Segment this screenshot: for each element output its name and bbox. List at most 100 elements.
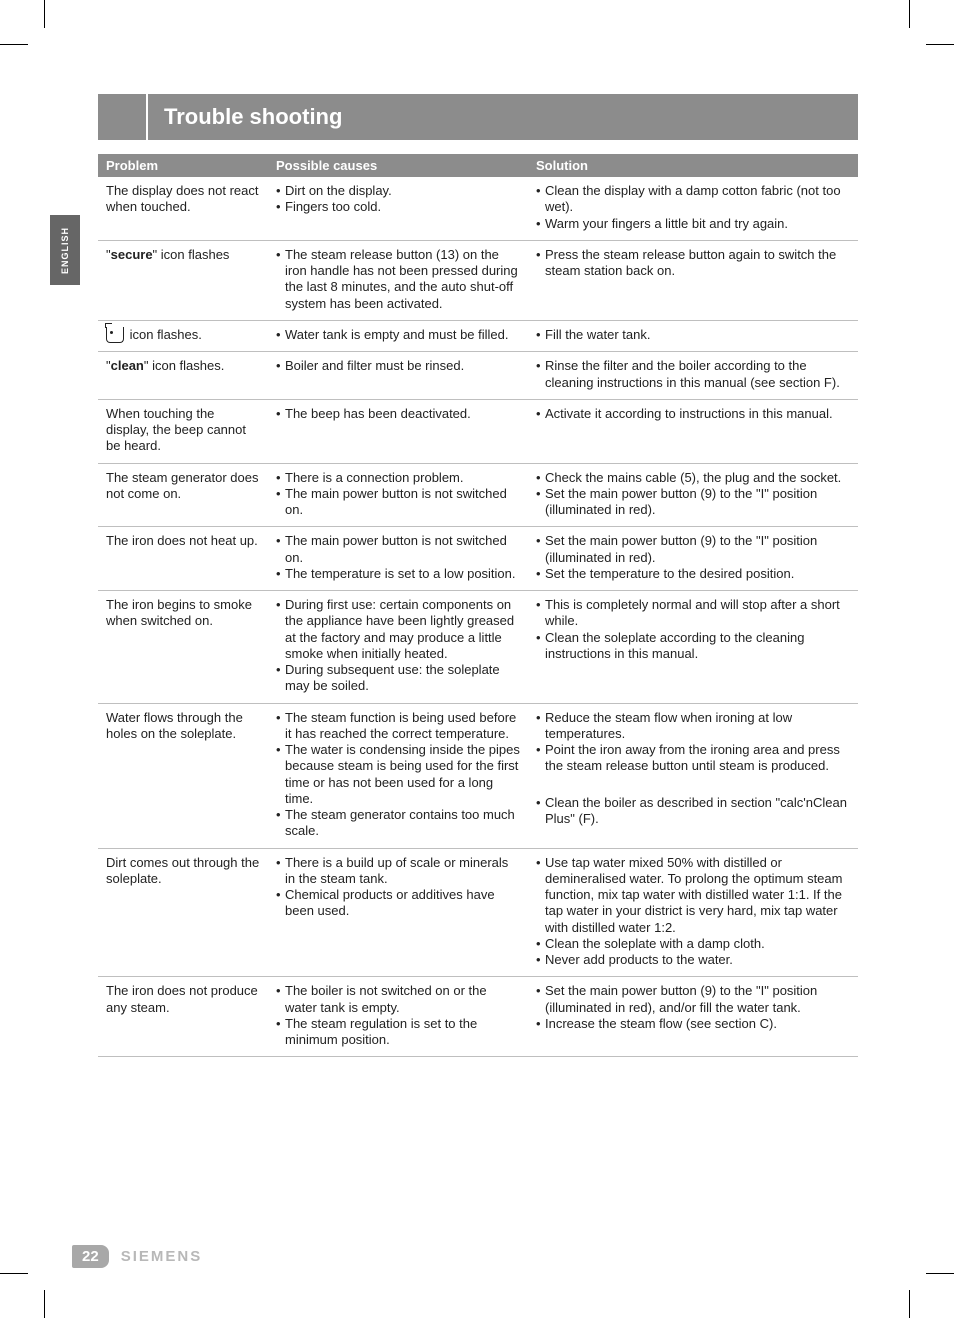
cell-problem: The steam generator does not come on. <box>98 463 268 527</box>
solution-item: Rinse the filter and the boiler accordin… <box>536 358 850 391</box>
solution-item: Fill the water tank. <box>536 327 850 343</box>
cause-item: During first use: certain components on … <box>276 597 520 662</box>
cell-solution: Press the steam release button again to … <box>528 240 858 320</box>
solution-item: This is completely normal and will stop … <box>536 597 850 630</box>
brand-name: SIEMENS <box>121 1248 203 1265</box>
crop-mark <box>909 1290 910 1318</box>
solution-item: Never add products to the water. <box>536 952 850 968</box>
solution-item: Set the main power button (9) to the "I"… <box>536 486 850 519</box>
crop-mark <box>44 1290 45 1318</box>
solution-item: Clean the soleplate according to the cle… <box>536 630 850 663</box>
solution-item: Clean the soleplate with a damp cloth. <box>536 936 850 952</box>
solution-item: Clean the display with a damp cotton fab… <box>536 183 850 216</box>
cell-causes: The beep has been deactivated. <box>268 399 528 463</box>
problem-keyword: secure <box>111 247 153 262</box>
table-row: The iron does not heat up.The main power… <box>98 527 858 591</box>
cause-item: The main power button is not switched on… <box>276 533 520 566</box>
cell-solution: This is completely normal and will stop … <box>528 591 858 704</box>
cell-problem: When touching the display, the beep cann… <box>98 399 268 463</box>
cell-solution: Set the main power button (9) to the "I"… <box>528 977 858 1057</box>
table-row: icon flashes. Water tank is empty and mus… <box>98 320 858 352</box>
cause-item: Dirt on the display. <box>276 183 520 199</box>
cause-item: There is a build up of scale or minerals… <box>276 855 520 888</box>
solution-item: Press the steam release button again to … <box>536 247 850 280</box>
cell-causes: There is a build up of scale or minerals… <box>268 848 528 977</box>
cell-problem: Water flows through the holes on the sol… <box>98 703 268 848</box>
cell-causes: The main power button is not switched on… <box>268 527 528 591</box>
cell-problem: The iron begins to smoke when switched o… <box>98 591 268 704</box>
cause-item: The beep has been deactivated. <box>276 406 520 422</box>
language-tab: ENGLISH <box>50 215 80 285</box>
table-row: Water flows through the holes on the sol… <box>98 703 858 848</box>
table-row: Dirt comes out through the soleplate.The… <box>98 848 858 977</box>
cell-problem: The iron does not produce any steam. <box>98 977 268 1057</box>
water-tank-icon <box>106 327 124 343</box>
solution-item: Check the mains cable (5), the plug and … <box>536 470 850 486</box>
problem-keyword: clean <box>111 358 144 373</box>
cell-causes: During first use: certain components on … <box>268 591 528 704</box>
cell-causes: There is a connection problem.The main p… <box>268 463 528 527</box>
solution-item: Activate it according to instructions in… <box>536 406 850 422</box>
cell-problem: Dirt comes out through the soleplate. <box>98 848 268 977</box>
cell-causes: Dirt on the display.Fingers too cold. <box>268 177 528 240</box>
cause-item: Water tank is empty and must be filled. <box>276 327 520 343</box>
crop-mark <box>0 44 28 45</box>
section-title-bar: Trouble shooting <box>98 94 858 140</box>
cell-causes: Boiler and filter must be rinsed. <box>268 352 528 400</box>
solution-item: Set the main power button (9) to the "I"… <box>536 983 850 1016</box>
solution-item: Set the main power button (9) to the "I"… <box>536 533 850 566</box>
table-row: The steam generator does not come on.The… <box>98 463 858 527</box>
col-header-causes: Possible causes <box>268 154 528 177</box>
cause-item: Fingers too cold. <box>276 199 520 215</box>
cause-item: The water is condensing inside the pipes… <box>276 742 520 807</box>
cell-problem: The iron does not heat up. <box>98 527 268 591</box>
cause-item: The steam release button (13) on the iro… <box>276 247 520 312</box>
solution-item: Set the temperature to the desired posit… <box>536 566 850 582</box>
crop-mark <box>0 1273 28 1274</box>
cause-item: The temperature is set to a low position… <box>276 566 520 582</box>
cause-item: The steam function is being used before … <box>276 710 520 743</box>
cell-solution: Reduce the steam flow when ironing at lo… <box>528 703 858 848</box>
cell-problem: The display does not react when touched. <box>98 177 268 240</box>
cell-solution: Use tap water mixed 50% with distilled o… <box>528 848 858 977</box>
col-header-problem: Problem <box>98 154 268 177</box>
table-row: When touching the display, the beep cann… <box>98 399 858 463</box>
cell-solution: Rinse the filter and the boiler accordin… <box>528 352 858 400</box>
solution-item: Reduce the steam flow when ironing at lo… <box>536 710 850 743</box>
cell-solution: Clean the display with a damp cotton fab… <box>528 177 858 240</box>
cell-solution: Set the main power button (9) to the "I"… <box>528 527 858 591</box>
crop-mark <box>909 0 910 28</box>
cell-solution: Activate it according to instructions in… <box>528 399 858 463</box>
cell-problem: "clean" icon flashes. <box>98 352 268 400</box>
table-row: "clean" icon flashes. Boiler and filter m… <box>98 352 858 400</box>
cause-item: The steam generator contains too much sc… <box>276 807 520 840</box>
table-row: The iron begins to smoke when switched o… <box>98 591 858 704</box>
cell-solution: Fill the water tank. <box>528 320 858 352</box>
cell-causes: The steam release button (13) on the iro… <box>268 240 528 320</box>
table-row: The iron does not produce any steam.The … <box>98 977 858 1057</box>
page-number: 22 <box>72 1245 109 1268</box>
cause-item: Boiler and filter must be rinsed. <box>276 358 520 374</box>
table-row: The display does not react when touched.… <box>98 177 858 240</box>
cell-problem: "secure" icon flashes <box>98 240 268 320</box>
table-row: "secure" icon flashesThe steam release b… <box>98 240 858 320</box>
troubleshooting-table: Problem Possible causes Solution The dis… <box>98 154 858 1057</box>
cause-item: During subsequent use: the soleplate may… <box>276 662 520 695</box>
cause-item: The steam regulation is set to the minim… <box>276 1016 520 1049</box>
cell-solution: Check the mains cable (5), the plug and … <box>528 463 858 527</box>
cause-item: The main power button is not switched on… <box>276 486 520 519</box>
cause-item: The boiler is not switched on or the wat… <box>276 983 520 1016</box>
cell-causes: Water tank is empty and must be filled. <box>268 320 528 352</box>
cell-causes: The steam function is being used before … <box>268 703 528 848</box>
cause-item: Chemical products or additives have been… <box>276 887 520 920</box>
col-header-solution: Solution <box>528 154 858 177</box>
solution-item: Point the iron away from the ironing are… <box>536 742 850 775</box>
cause-item: There is a connection problem. <box>276 470 520 486</box>
crop-mark <box>44 0 45 28</box>
crop-mark <box>926 1273 954 1274</box>
page-content: Trouble shooting Problem Possible causes… <box>98 94 858 1057</box>
solution-item: Warm your fingers a little bit and try a… <box>536 216 850 232</box>
cell-problem: icon flashes. <box>98 320 268 352</box>
solution-item: Use tap water mixed 50% with distilled o… <box>536 855 850 936</box>
cell-causes: The boiler is not switched on or the wat… <box>268 977 528 1057</box>
